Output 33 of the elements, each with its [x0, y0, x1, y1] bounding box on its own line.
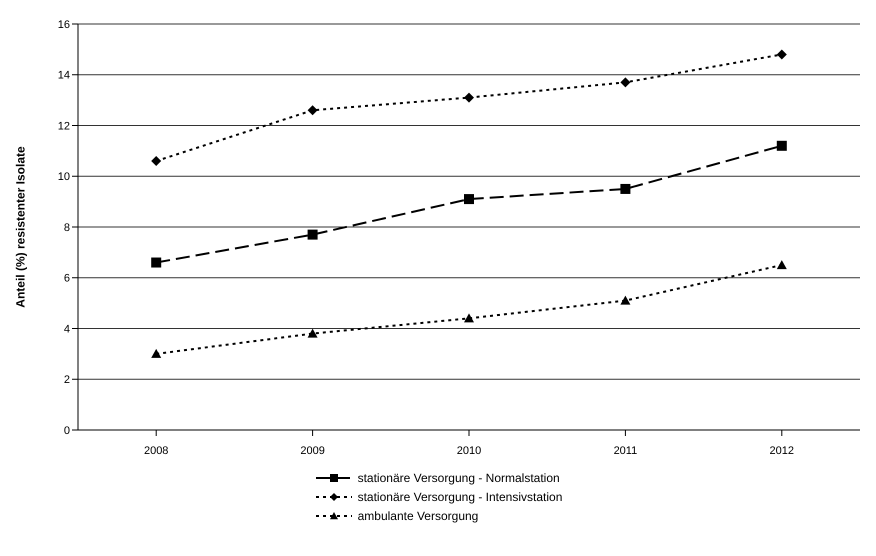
legend-label: stationäre Versorgung - Normalstation: [358, 470, 560, 484]
y-axis-title: Anteil (%) resistenter Isolate: [13, 146, 28, 308]
point: [464, 313, 474, 322]
x-tick-label: 2010: [456, 444, 482, 457]
y-tick-label: 6: [64, 272, 70, 285]
point: [464, 92, 474, 103]
y-tick-label: 2: [64, 374, 70, 386]
y-tick-label: 0: [64, 424, 70, 437]
point: [776, 49, 787, 60]
y-tick-label: 10: [58, 171, 70, 184]
point: [308, 105, 318, 116]
point: [308, 230, 318, 240]
x-tick-label: 2012: [770, 444, 794, 457]
point: [776, 260, 787, 270]
point: [308, 328, 318, 338]
point: [151, 348, 162, 358]
y-tick-label: 16: [58, 18, 70, 31]
y-tick-label: 12: [58, 120, 70, 132]
point: [464, 194, 474, 204]
legend-label: ambulante Versorgung: [358, 508, 478, 522]
point: [620, 184, 630, 194]
y-tick-label: 14: [58, 70, 70, 82]
point: [151, 156, 162, 166]
y-tick-label: 4: [64, 323, 70, 336]
legend-label: stationäre Versorgung - Intensivstation: [358, 490, 562, 504]
point: [151, 258, 162, 268]
point: [776, 140, 787, 151]
point: [620, 296, 630, 305]
x-tick-label: 2009: [300, 444, 325, 457]
y-tick-label: 8: [64, 222, 70, 234]
x-tick-label: 2008: [144, 444, 168, 457]
x-tick-label: 2011: [614, 444, 638, 457]
point: [620, 77, 630, 88]
